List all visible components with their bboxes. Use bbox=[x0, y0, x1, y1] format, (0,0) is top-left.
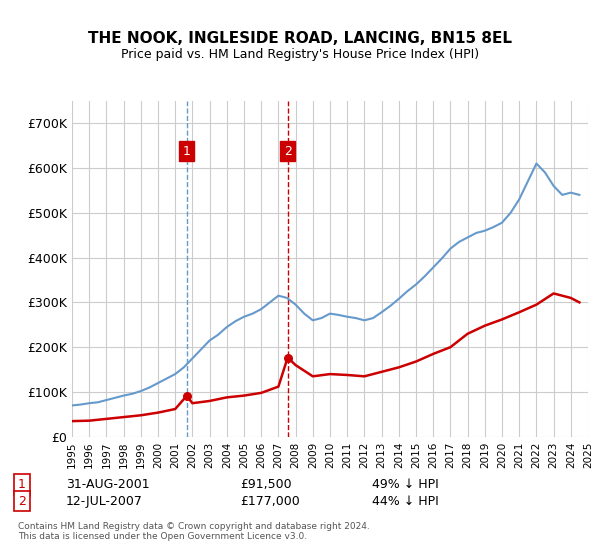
Text: Contains HM Land Registry data © Crown copyright and database right 2024.
This d: Contains HM Land Registry data © Crown c… bbox=[18, 522, 370, 542]
Text: £91,500: £91,500 bbox=[240, 478, 292, 491]
Text: 12-JUL-2007: 12-JUL-2007 bbox=[66, 494, 143, 508]
Point bbox=[182, 391, 191, 400]
Text: 1: 1 bbox=[183, 144, 191, 158]
Text: THE NOOK, INGLESIDE ROAD, LANCING, BN15 8EL: THE NOOK, INGLESIDE ROAD, LANCING, BN15 … bbox=[88, 31, 512, 46]
Text: 44% ↓ HPI: 44% ↓ HPI bbox=[372, 494, 439, 508]
Text: 1: 1 bbox=[18, 478, 26, 491]
Text: 31-AUG-2001: 31-AUG-2001 bbox=[66, 478, 149, 491]
Text: Price paid vs. HM Land Registry's House Price Index (HPI): Price paid vs. HM Land Registry's House … bbox=[121, 48, 479, 60]
Text: 49% ↓ HPI: 49% ↓ HPI bbox=[372, 478, 439, 491]
Text: 2: 2 bbox=[18, 494, 26, 508]
Point bbox=[283, 353, 292, 362]
Text: £177,000: £177,000 bbox=[240, 494, 300, 508]
Text: 2: 2 bbox=[284, 144, 292, 158]
